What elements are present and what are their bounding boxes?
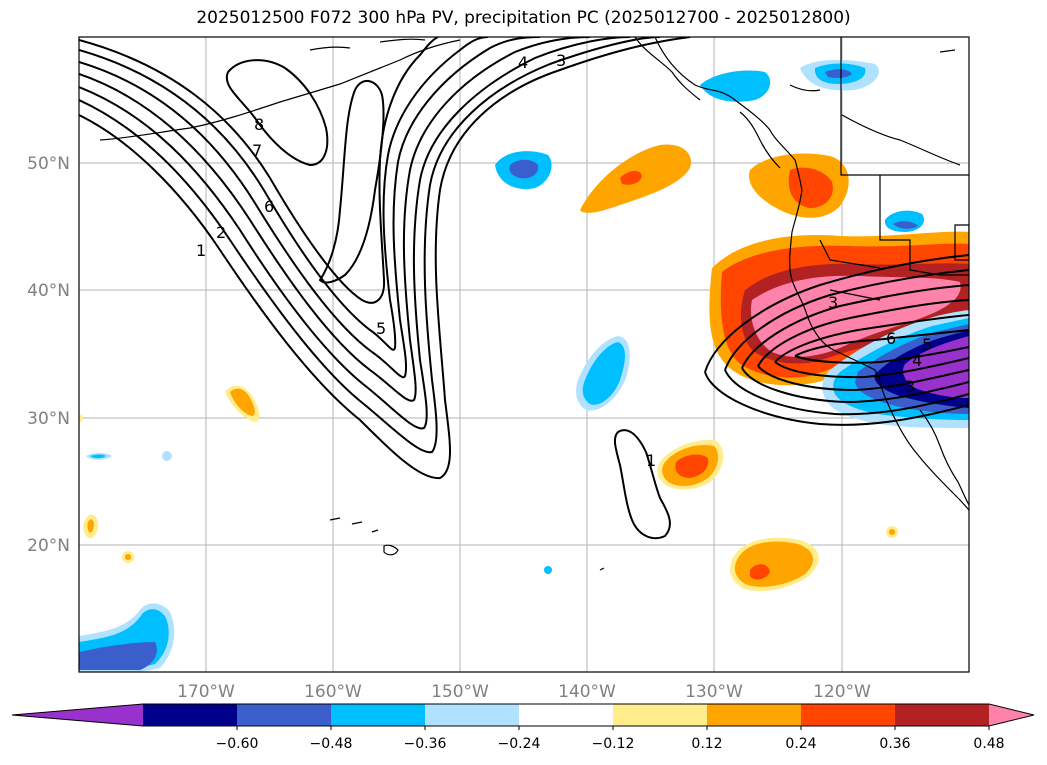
lon-label: 160°W bbox=[304, 682, 362, 702]
pv-contours bbox=[79, 37, 969, 540]
pv-contour bbox=[741, 367, 969, 404]
pv-contour bbox=[613, 429, 671, 540]
colorbar-segment bbox=[707, 704, 802, 726]
lon-label: 170°W bbox=[177, 682, 235, 702]
colorbar-segment bbox=[237, 704, 332, 726]
pv-contour bbox=[724, 369, 969, 416]
colorbar-tick-label: −0.60 bbox=[216, 736, 259, 752]
colorbar-tick-label: 0.36 bbox=[879, 736, 910, 752]
contour-label: 3 bbox=[828, 293, 838, 312]
pv-contour bbox=[704, 254, 969, 373]
lat-label: 40°N bbox=[27, 281, 70, 301]
pv-contour bbox=[79, 37, 591, 402]
lat-label: 30°N bbox=[27, 409, 70, 429]
colorbar-extend-max bbox=[989, 704, 1034, 726]
pv-contour bbox=[774, 314, 969, 363]
colorbar-segment bbox=[425, 704, 520, 726]
colorbar-segment bbox=[143, 704, 238, 726]
colorbar-segment bbox=[613, 704, 708, 726]
contour-label: 4 bbox=[912, 351, 922, 370]
contour-label: 8 bbox=[254, 115, 264, 134]
pv-contour bbox=[318, 80, 385, 284]
contour-label: 3 bbox=[556, 51, 566, 70]
contour-label: 2 bbox=[216, 223, 226, 242]
lon-label: 150°W bbox=[431, 682, 489, 702]
colorbar-tick-label: −0.48 bbox=[310, 736, 353, 752]
colorbar-outline bbox=[11, 703, 1035, 727]
lon-label: 140°W bbox=[558, 682, 616, 702]
contour-labels: 1 2 8 7 6 5 4 3 1 3 6 5 4 3 bbox=[196, 51, 932, 470]
map-frame bbox=[78, 36, 970, 673]
pv-contour bbox=[79, 37, 691, 480]
colorbar-tick-label: 0.24 bbox=[785, 736, 816, 752]
colorbar-extend-min bbox=[12, 704, 143, 726]
lat-label: 50°N bbox=[27, 154, 70, 174]
pv-contour bbox=[757, 299, 969, 367]
contour-label: 1 bbox=[196, 241, 206, 260]
colorbar-tick-label: −0.12 bbox=[592, 736, 635, 752]
contour-label: 5 bbox=[922, 335, 932, 354]
colorbar-tick-label: −0.36 bbox=[404, 736, 447, 752]
colorbar-tick-label: −0.24 bbox=[498, 736, 541, 752]
colorbar-segment bbox=[895, 704, 990, 726]
lon-label: 130°W bbox=[685, 682, 743, 702]
pv-contour bbox=[79, 37, 661, 454]
pv-contour bbox=[794, 346, 969, 364]
pv-contour bbox=[774, 357, 969, 379]
pv-contour bbox=[757, 365, 969, 392]
pv-contour bbox=[79, 37, 631, 430]
pv-contour bbox=[79, 37, 439, 304]
colorbar-tick-label: 0.48 bbox=[973, 736, 1004, 752]
pv-contour bbox=[794, 329, 969, 357]
colorbar-segment bbox=[519, 704, 614, 726]
pv-contour bbox=[79, 37, 489, 351]
colorbar: −0.60 −0.48 −0.36 −0.24 −0.12 0.12 0.24 0.36 0.4… bbox=[11, 703, 1035, 752]
pv-contour bbox=[79, 37, 541, 379]
contour-label: 1 bbox=[646, 451, 656, 470]
lon-labels: 170°W 160°W 150°W 140°W 130°W 120°W bbox=[177, 682, 871, 702]
pv-contour bbox=[704, 371, 969, 426]
colorbar-segment bbox=[331, 704, 426, 726]
map-title: 2025012500 F072 300 hPa PV, precipitatio… bbox=[196, 8, 851, 28]
contour-label: 7 bbox=[252, 141, 262, 160]
contour-label: 4 bbox=[518, 53, 528, 72]
contour-label: 3 bbox=[905, 377, 915, 396]
lon-label: 120°W bbox=[813, 682, 871, 702]
contour-label: 6 bbox=[264, 197, 274, 216]
pv-contour bbox=[225, 59, 329, 167]
pv-contour bbox=[724, 269, 969, 371]
pv-contour bbox=[741, 284, 969, 369]
colorbar-tick-label: 0.12 bbox=[691, 736, 722, 752]
contour-label: 6 bbox=[886, 329, 896, 348]
colorbar-segment bbox=[801, 704, 896, 726]
contour-label: 5 bbox=[376, 319, 386, 338]
lat-labels: 50°N 40°N 30°N 20°N bbox=[27, 154, 70, 556]
lat-label: 20°N bbox=[27, 536, 70, 556]
